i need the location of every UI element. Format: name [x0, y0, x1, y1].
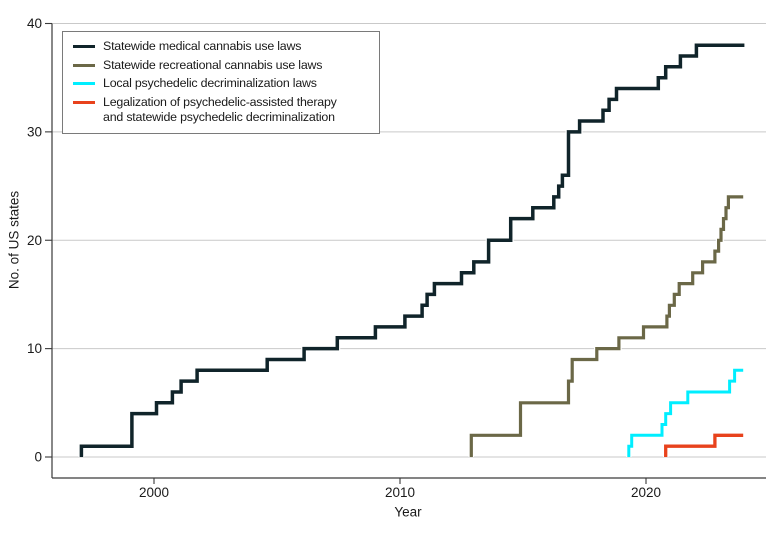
legend-item-label: Legalization of psychedelic-assisted the…	[103, 95, 337, 126]
x-axis-title: Year	[394, 504, 422, 520]
legend-item: Statewide medical cannabis use laws	[73, 39, 369, 55]
series-line-medical-cannabis	[79, 43, 745, 457]
legend-item: Statewide recreational cannabis use laws	[73, 58, 369, 74]
series-line-recreational-cannabis	[469, 195, 744, 457]
legend-item-label: Local psychedelic decriminalization laws	[103, 76, 317, 90]
legend-item-label: Statewide recreational cannabis use laws	[103, 57, 323, 72]
legend-swatch-local-psychedelic-decriminalization	[73, 82, 95, 85]
series-line-local-psychedelic-decriminalization	[627, 368, 744, 457]
legend: Statewide medical cannabis use laws Stat…	[62, 31, 380, 134]
series-line-psychedelic-therapy-statewide-decriminalization	[664, 433, 744, 457]
legend-item: Legalization of psychedelic-assisted the…	[73, 95, 369, 126]
legend-swatch-recreational-cannabis	[73, 63, 95, 67]
legend-swatch-medical-cannabis	[73, 45, 95, 48]
legend-label-line-2: and statewide psychedelic decriminalizat…	[103, 110, 335, 124]
y-tick-label-20: 20	[27, 233, 42, 248]
x-tick-label-2000: 2000	[139, 485, 169, 500]
x-tick-label-2020: 2020	[631, 485, 661, 500]
y-tick-label-30: 30	[27, 124, 42, 139]
legend-item: Local psychedelic decriminalization laws	[73, 76, 369, 92]
legend-swatch-psychedelic-therapy	[73, 100, 95, 104]
legend-label-line-1: Legalization of psychedelic-assisted the…	[103, 94, 337, 109]
y-tick-label-10: 10	[27, 341, 42, 356]
legend-item-label: Statewide medical cannabis use laws	[103, 39, 302, 53]
y-axis-title: No. of US states	[6, 190, 22, 290]
y-tick-label-0: 0	[34, 450, 42, 465]
y-tick-label-40: 40	[27, 16, 42, 31]
x-tick-label-2010: 2010	[385, 485, 415, 500]
